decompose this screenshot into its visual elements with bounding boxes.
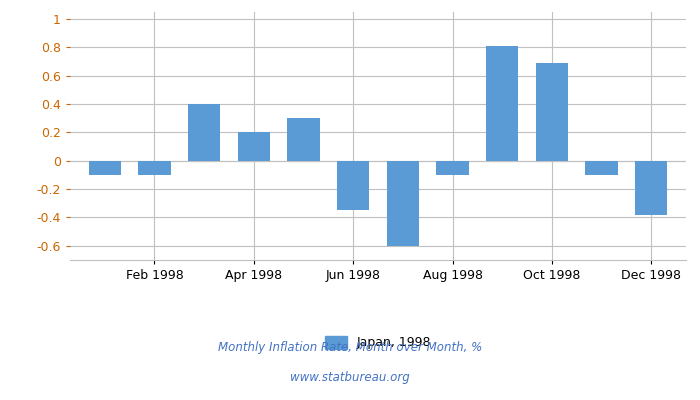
Bar	[436, 161, 469, 175]
Bar	[139, 161, 171, 175]
Bar	[89, 161, 121, 175]
Bar	[287, 118, 320, 161]
Bar	[337, 161, 370, 210]
Text: Monthly Inflation Rate, Month over Month, %: Monthly Inflation Rate, Month over Month…	[218, 342, 482, 354]
Bar	[238, 132, 270, 161]
Bar	[386, 161, 419, 246]
Bar	[536, 63, 568, 161]
Text: www.statbureau.org: www.statbureau.org	[290, 372, 410, 384]
Bar	[635, 161, 667, 215]
Legend: Japan, 1998: Japan, 1998	[325, 336, 431, 349]
Bar	[188, 104, 220, 161]
Bar	[486, 46, 518, 161]
Bar	[585, 161, 617, 175]
